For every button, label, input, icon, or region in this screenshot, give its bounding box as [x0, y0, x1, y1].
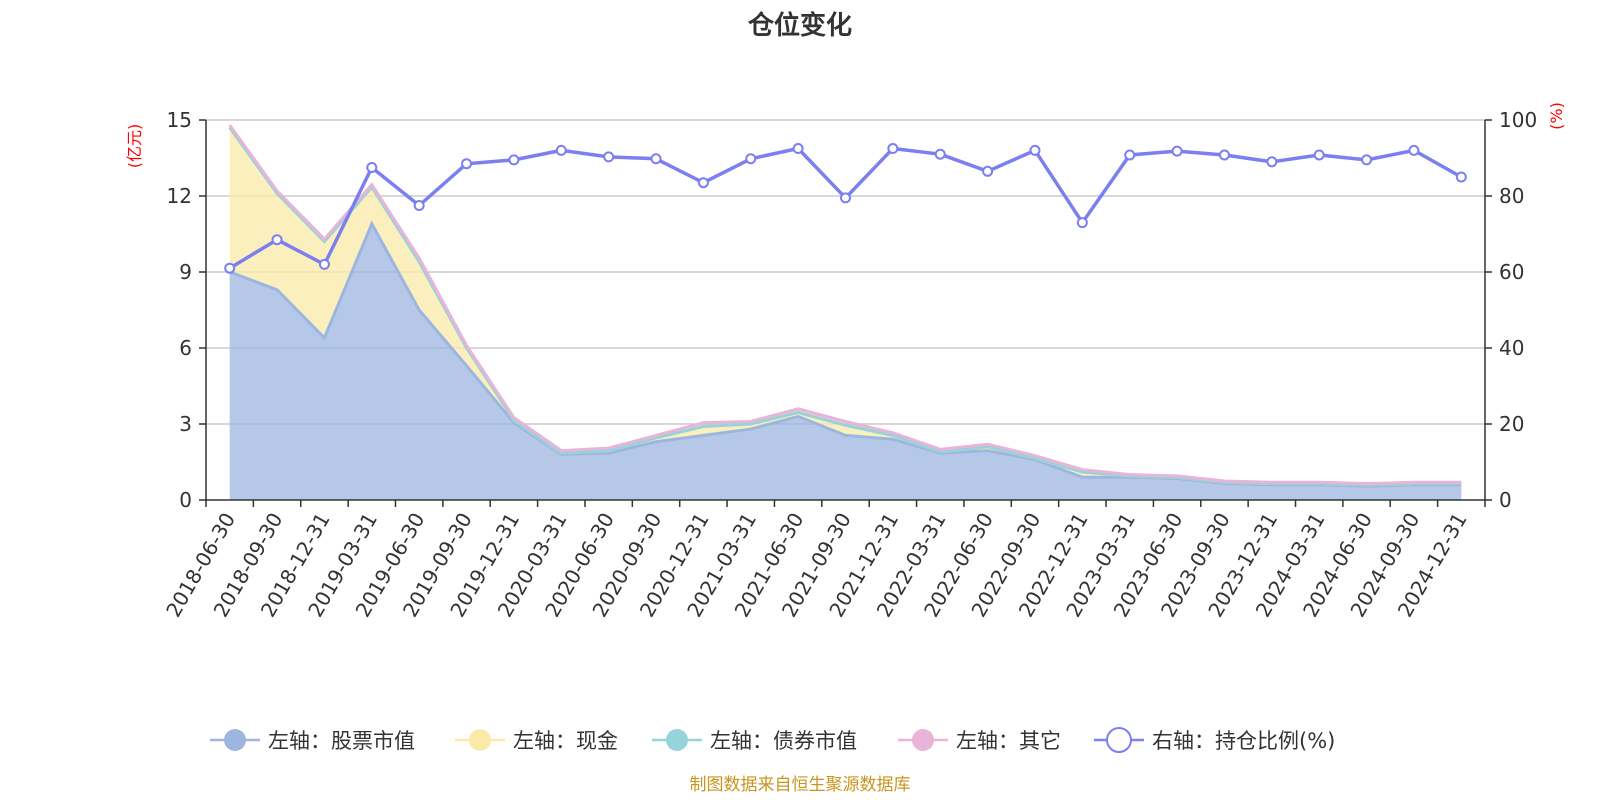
- legend-item: 左轴：其它: [898, 729, 1061, 753]
- source-note: 制图数据来自恒生聚源数据库: [690, 775, 911, 795]
- left-tick-label: 0: [179, 488, 192, 512]
- ratio-point: [1455, 171, 1467, 183]
- left-tick-label: 9: [179, 260, 192, 284]
- right-axis-unit: (%): [1547, 102, 1566, 130]
- legend-label: 左轴：股票市值: [268, 729, 415, 753]
- legend-item: 左轴：债券市值: [652, 729, 857, 753]
- ratio-point: [224, 262, 236, 274]
- legend-label: 右轴：持仓比例(%): [1152, 729, 1335, 753]
- right-tick-label: 100: [1499, 108, 1537, 132]
- ratio-point: [1076, 217, 1088, 229]
- ratio-point: [603, 151, 615, 163]
- legend-label: 左轴：债券市值: [710, 729, 857, 753]
- ratio-point: [840, 192, 851, 204]
- legend-item: 左轴：股票市值: [210, 729, 415, 753]
- left-tick-label: 6: [179, 336, 192, 360]
- right-tick-label: 20: [1499, 412, 1524, 436]
- ratio-point: [1029, 144, 1041, 156]
- legend-item: 左轴：现金: [455, 729, 618, 753]
- legend-marker-dot: [912, 729, 934, 751]
- ratio-point: [1171, 145, 1183, 157]
- ratio-point: [366, 162, 378, 173]
- position-ratio-line: [224, 143, 1467, 274]
- legend: 左轴：股票市值 左轴：现金 左轴：债券市值 左轴：其它 右轴：持仓比例(%): [210, 727, 1335, 753]
- left-tick-label: 15: [167, 108, 192, 132]
- ratio-point: [650, 153, 662, 165]
- left-axis-unit: (亿元): [125, 124, 144, 169]
- legend-item: 右轴：持仓比例(%): [1094, 727, 1335, 753]
- ratio-point: [1313, 149, 1325, 161]
- area-edge-series-3: [228, 124, 1462, 486]
- legend-marker-dot: [224, 729, 246, 751]
- chart-title: 仓位变化: [747, 10, 852, 41]
- legend-marker-dot: [469, 729, 491, 751]
- ratio-point: [792, 143, 804, 154]
- area-series-0: [229, 223, 1462, 500]
- legend-label: 左轴：现金: [513, 729, 618, 753]
- right-tick-label: 60: [1499, 260, 1524, 284]
- ratio-point: [1266, 156, 1278, 168]
- ratio-point: [1361, 154, 1373, 166]
- ratio-point: [271, 234, 283, 246]
- ratio-point: [461, 158, 473, 170]
- legend-marker-dot: [1106, 727, 1132, 753]
- ratio-point: [982, 165, 994, 177]
- ratio-point: [934, 148, 946, 160]
- ratio-point: [887, 143, 899, 154]
- ratio-point: [508, 154, 520, 166]
- ratio-point: [1218, 149, 1230, 161]
- right-tick-label: 40: [1499, 336, 1524, 360]
- ratio-point: [745, 153, 757, 165]
- right-tick-label: 80: [1499, 184, 1524, 208]
- legend-marker-dot: [666, 729, 688, 751]
- ratio-point: [1124, 149, 1136, 161]
- ratio-point: [697, 177, 709, 189]
- legend-label: 左轴：其它: [956, 729, 1061, 753]
- ratio-point: [1408, 144, 1420, 156]
- stacked-areas: [228, 124, 1462, 500]
- left-tick-label: 12: [167, 184, 192, 208]
- ratio-point: [318, 258, 330, 270]
- ratio-point: [413, 200, 425, 211]
- ratio-point: [555, 144, 567, 156]
- left-tick-label: 3: [179, 412, 192, 436]
- right-tick-label: 0: [1499, 488, 1512, 512]
